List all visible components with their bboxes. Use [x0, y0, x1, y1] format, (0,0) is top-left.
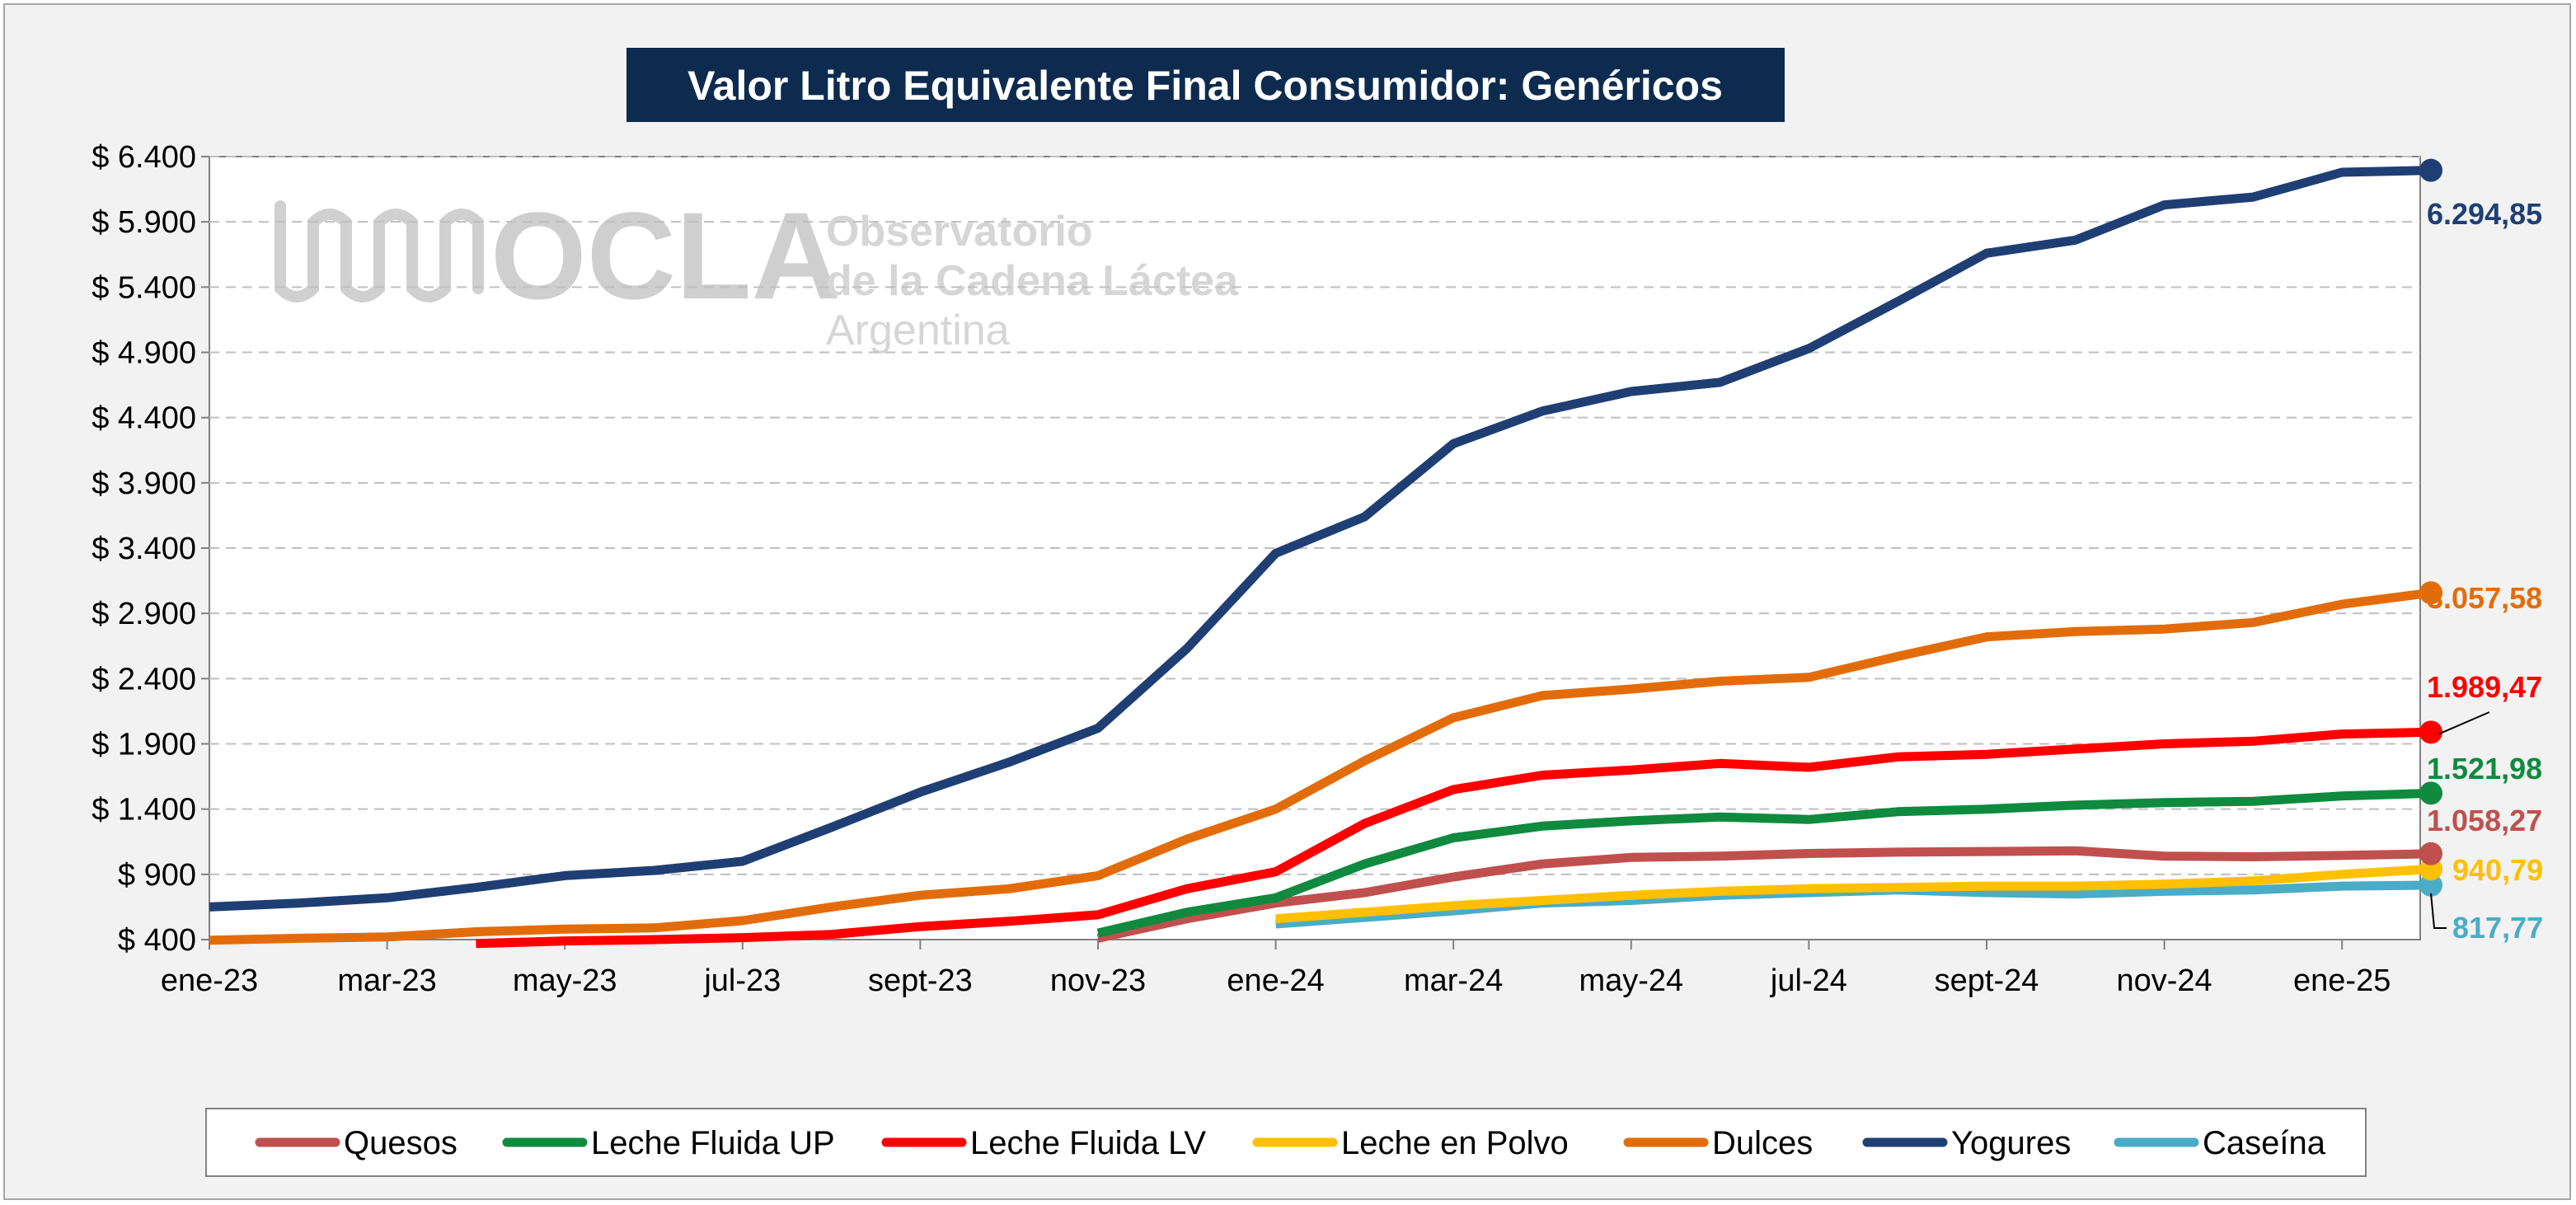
y-tick-label: $ 3.400: [91, 532, 196, 566]
end-label: 940,79: [2452, 853, 2543, 887]
legend-item: Caseína: [2114, 1125, 2326, 1161]
legend: Quesos Leche Fluida UP Leche Fluida LV Lech…: [255, 1125, 2326, 1161]
x-tick-label: nov-24: [2116, 964, 2212, 998]
end-label: 1.989,47: [2427, 670, 2542, 704]
y-tick-label: $ 1.900: [91, 728, 196, 762]
leader-line: [2438, 711, 2490, 735]
ocla-logo-waves: [274, 200, 484, 302]
legend-label: Quesos: [344, 1125, 457, 1161]
series-leche-fluida-lv: [476, 720, 2442, 949]
y-tick-label: $ 3.900: [91, 467, 196, 501]
end-label: 1.521,98: [2427, 752, 2542, 785]
y-tick-label: $ 2.900: [91, 597, 196, 631]
y-tick-label: $ 4.900: [91, 336, 196, 371]
watermark-line-3: Argentina: [826, 307, 1010, 354]
legend-label: Caseína: [2203, 1125, 2326, 1161]
y-tick-label: $ 5.400: [91, 270, 196, 305]
x-tick-label: ene-24: [1227, 964, 1324, 998]
series-end-marker: [2419, 158, 2442, 182]
legend-item: Dulces: [1623, 1125, 1813, 1161]
y-tick-label: $ 400: [118, 923, 196, 958]
x-tick-label: ene-23: [161, 964, 258, 998]
y-tick-label: $ 900: [118, 858, 196, 893]
series-end-marker: [2419, 581, 2442, 605]
y-tick-label: $ 1.400: [91, 793, 196, 828]
chart-title: Valor Litro Equivalente Final Consumidor…: [687, 63, 1723, 109]
series-line: [1096, 846, 2432, 943]
end-label: 6.294,85: [2427, 197, 2542, 231]
series-end-marker: [2419, 720, 2442, 744]
series-end-marker: [2419, 842, 2442, 865]
series-line: [476, 727, 2432, 949]
x-tick-label: sept-24: [1935, 964, 2039, 998]
series-yogures: [209, 158, 2442, 912]
series-line: [209, 588, 2432, 945]
legend-label: Yogures: [1951, 1125, 2071, 1161]
legend-label: Dulces: [1712, 1125, 1813, 1161]
watermark-line-1: Observatorio: [826, 208, 1093, 256]
series-lines: [209, 158, 2442, 949]
ocla-logo: OCLA: [490, 186, 841, 325]
y-tick-label: $ 5.900: [91, 205, 196, 240]
end-label: 1.058,27: [2427, 804, 2542, 837]
y-tick-label: $ 6.400: [91, 140, 196, 175]
title-box: [626, 48, 1785, 122]
x-tick-label: sept-23: [868, 964, 973, 998]
y-tick-label: $ 4.400: [91, 401, 196, 436]
end-label: 817,77: [2452, 911, 2543, 945]
x-tick-label: nov-23: [1050, 964, 1146, 998]
x-tick-label: ene-25: [2293, 964, 2391, 998]
series-end-marker: [2419, 781, 2442, 805]
series-line: [1096, 788, 2432, 938]
series-dulces: [209, 581, 2442, 945]
x-tick-label: jul-24: [1770, 964, 1847, 998]
series-end-marker: [2419, 873, 2442, 897]
legend-label: Leche Fluida LV: [970, 1125, 1206, 1161]
legend-item: Yogures: [1862, 1125, 2071, 1161]
end-label: 3.057,58: [2427, 581, 2542, 615]
y-tick-label: $ 2.400: [91, 662, 196, 696]
legend-label: Leche en Polvo: [1341, 1125, 1569, 1161]
ocla-watermark: OCLA Observatorio de la Cadena Láctea Ar…: [274, 186, 1239, 354]
legend-item: Leche Fluida UP: [502, 1125, 835, 1161]
x-tick-label: may-23: [513, 964, 617, 998]
leader-line: [2430, 893, 2447, 929]
x-axis: ene-23 mar-23 may-23 jul-23 sept-23 nov-23 ene…: [161, 940, 2391, 998]
watermark-line-2: de la Cadena Láctea: [826, 257, 1239, 305]
legend-label: Leche Fluida UP: [591, 1125, 835, 1161]
legend-item: Quesos: [255, 1125, 457, 1161]
series-leche-fluida-up: [1096, 781, 2442, 938]
legend-item: Leche Fluida LV: [881, 1125, 1206, 1161]
x-tick-label: mar-24: [1404, 964, 1503, 998]
legend-item: Leche en Polvo: [1252, 1125, 1569, 1161]
end-labels: 1.058,27 1.521,98 1.989,47 940,79 3.057,58 6.…: [2427, 197, 2543, 945]
x-tick-label: mar-23: [337, 964, 436, 998]
x-tick-label: jul-23: [703, 964, 781, 998]
series-line: [1275, 864, 2432, 924]
series-line: [209, 166, 2432, 912]
y-axis: $ 400 $ 900 $ 1.400 $ 1.900 $ 2.400 $ 2.900 $ …: [91, 140, 209, 958]
series-quesos: [1096, 842, 2442, 943]
x-tick-label: may-24: [1579, 964, 1683, 998]
